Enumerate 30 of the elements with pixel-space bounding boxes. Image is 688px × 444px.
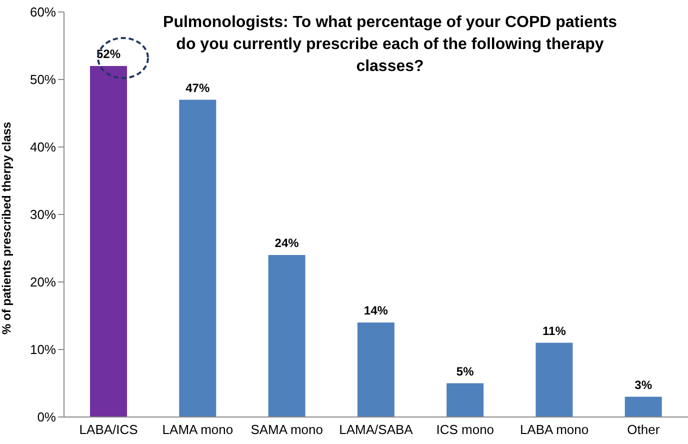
bar <box>90 66 127 417</box>
y-tick-label: 0% <box>37 410 56 425</box>
data-label: 11% <box>542 324 566 338</box>
x-tick-label: Other <box>627 422 660 438</box>
y-tick-label: 50% <box>30 72 56 88</box>
x-tick-label: SAMA mono <box>250 422 323 438</box>
bar <box>536 342 573 417</box>
data-label: 3% <box>634 378 652 392</box>
y-tick-label: 40% <box>30 140 56 155</box>
x-tick-label: ICS mono <box>436 422 494 438</box>
data-label: 5% <box>456 364 474 378</box>
y-tick-label: 30% <box>30 207 56 222</box>
data-label: 14% <box>364 304 388 318</box>
bar <box>179 100 216 417</box>
y-tick-label: 20% <box>30 274 56 290</box>
bar <box>446 383 484 417</box>
y-axis-title: % of patients prescribed therpy class <box>0 121 14 334</box>
data-label: 47% <box>186 80 210 95</box>
y-tick-label: 60% <box>30 4 56 20</box>
bar <box>268 255 306 417</box>
bar <box>624 396 662 417</box>
x-tick-label: LABA mono <box>520 422 589 438</box>
text: Pulmonologists: To what percentage of your COPD patients do you currently prescribe each of the following therapy classes? <box>162 13 618 77</box>
x-tick-label: LAMA/SABA <box>339 422 414 438</box>
x-tick-label: LABA/ICS <box>79 422 138 438</box>
bar <box>357 322 394 417</box>
x-tick-label: LAMA mono <box>162 422 234 438</box>
y-tick-label: 10% <box>30 342 56 358</box>
data-label: 52% <box>96 47 121 61</box>
data-label: 24% <box>274 236 300 250</box>
